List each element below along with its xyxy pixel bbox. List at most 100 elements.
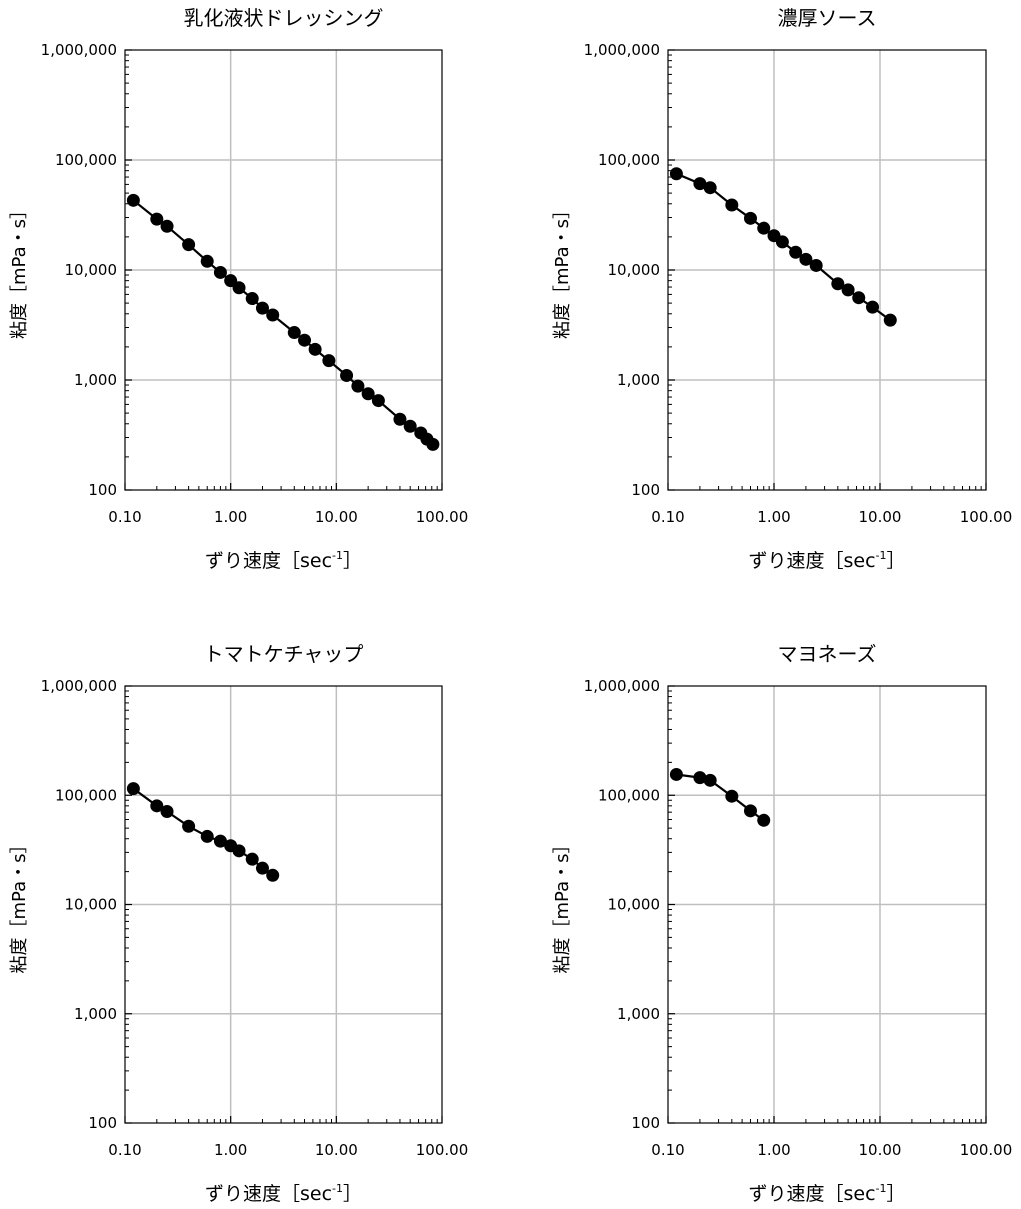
y-tick-label: 10,000: [65, 896, 118, 914]
x-axis-label-end: ］: [887, 1183, 906, 1204]
data-point: [703, 181, 717, 195]
x-axis-label-main: ずり速度［sec: [748, 550, 875, 572]
data-point: [743, 211, 757, 225]
data-point: [831, 277, 845, 291]
y-tick-label: 1,000,000: [584, 41, 660, 59]
data-point: [150, 799, 164, 813]
x-axis-label-end: ］: [887, 550, 906, 572]
y-axis-label: 粘度［mPa・s］: [552, 836, 573, 974]
data-point: [852, 291, 866, 305]
x-axis-label-sup: -1: [876, 1182, 887, 1195]
chart-panel-2: 0.10 1.00 10.00 100.00 100 1,000 10,000 100,000…: [552, 6, 1012, 572]
data-point: [126, 782, 140, 796]
y-axis-label: 粘度［mPa・s］: [9, 201, 30, 339]
x-tick-label: 10.00: [315, 1141, 358, 1159]
x-axis-label-sup: -1: [332, 1182, 343, 1195]
data-point: [866, 300, 880, 314]
x-tick-label: 10.00: [859, 508, 902, 526]
data-point: [775, 235, 789, 249]
data-point: [182, 819, 196, 833]
series-line: [675, 172, 891, 322]
data-point: [255, 301, 269, 315]
data-point: [255, 861, 269, 875]
x-axis-label-main: ずり速度［sec: [748, 1183, 875, 1204]
x-tick-label: 10.00: [315, 508, 358, 526]
data-point: [266, 308, 280, 322]
data-point: [245, 292, 259, 306]
x-tick-label: 100.00: [416, 508, 469, 526]
x-tick-label: 1.00: [757, 1141, 790, 1159]
x-axis-label-main: ずり速度［sec: [205, 1183, 332, 1204]
data-point: [245, 852, 259, 866]
data-point: [351, 379, 365, 393]
y-tick-label: 100: [631, 481, 660, 499]
data-point: [200, 254, 214, 268]
y-tick-label: 100,000: [598, 151, 660, 169]
data-point: [266, 868, 280, 882]
chart-panel-1: 0.10 1.00 10.00 100.00 100 1,000 10,000 100,000…: [9, 6, 468, 572]
chart-panel-3: 0.10 1.00 10.00 100.00 100 1,000 10,000 100,000…: [9, 642, 469, 1205]
x-tick-label: 10.00: [859, 1141, 902, 1159]
x-tick-label: 1.00: [214, 508, 247, 526]
data-point: [287, 326, 301, 340]
data-point: [232, 844, 246, 858]
data-point: [693, 771, 707, 785]
chart-title: 濃厚ソース: [778, 6, 877, 30]
data-point: [393, 412, 407, 426]
chart-title: トマトケチャップ: [204, 642, 364, 666]
y-tick-label: 10,000: [608, 896, 661, 914]
chart-title: マヨネーズ: [778, 642, 877, 666]
data-point: [371, 394, 385, 408]
data-point: [743, 804, 757, 818]
data-point: [789, 245, 803, 259]
x-axis-label: ずり速度［sec-1］: [748, 549, 905, 572]
data-point: [213, 265, 227, 279]
x-axis-label-main: ずり速度［sec: [205, 550, 332, 572]
x-axis-label-end: ］: [343, 550, 362, 572]
y-tick-label: 100: [88, 1114, 117, 1132]
y-tick-label: 100,000: [598, 786, 660, 804]
data-point: [883, 313, 897, 327]
data-point: [150, 212, 164, 226]
data-point: [308, 342, 322, 356]
data-point: [361, 387, 375, 401]
data-point: [757, 221, 771, 235]
x-tick-label: 100.00: [960, 1141, 1013, 1159]
x-axis-label: ずり速度［sec-1］: [205, 1182, 362, 1204]
data-point: [703, 773, 717, 787]
data-point: [841, 283, 855, 297]
data-point: [426, 437, 440, 451]
data-point: [160, 805, 174, 818]
y-tick-label: 100: [631, 1114, 660, 1132]
data-point: [757, 813, 771, 827]
data-point: [126, 193, 140, 207]
x-tick-label: 0.10: [651, 508, 684, 526]
data-point: [669, 167, 683, 181]
y-axis-label: 粘度［mPa・s］: [9, 836, 30, 974]
data-point: [160, 219, 174, 233]
y-tick-label: 10,000: [608, 261, 661, 279]
x-tick-label: 1.00: [757, 508, 790, 526]
chart-panel-4: 0.10 1.00 10.00 100.00 100 1,000 10,000 100,000…: [552, 642, 1013, 1205]
x-tick-label: 0.10: [651, 1141, 684, 1159]
data-point: [725, 198, 739, 212]
y-tick-label: 1,000,000: [41, 41, 117, 59]
x-tick-label: 100.00: [416, 1141, 469, 1159]
series-line: [132, 199, 434, 446]
data-point: [322, 354, 336, 368]
y-tick-label: 1,000: [74, 1005, 117, 1023]
data-point: [403, 419, 417, 433]
data-point: [725, 789, 739, 803]
x-axis-label-end: ］: [343, 1183, 362, 1204]
data-point: [340, 368, 354, 382]
x-tick-label: 0.10: [108, 508, 141, 526]
data-point: [669, 767, 683, 781]
data-point: [213, 834, 227, 848]
data-point: [200, 829, 214, 843]
y-tick-label: 100: [88, 481, 117, 499]
y-tick-label: 1,000: [617, 371, 660, 389]
y-tick-label: 100,000: [55, 786, 117, 804]
data-point: [182, 238, 196, 252]
x-axis-label: ずり速度［sec-1］: [748, 1182, 905, 1204]
